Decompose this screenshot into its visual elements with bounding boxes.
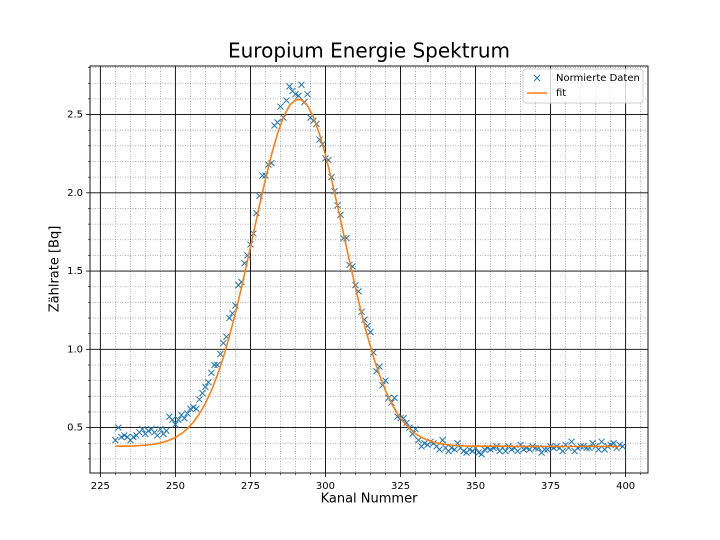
- data-marker: [196, 396, 203, 403]
- data-marker: [115, 424, 122, 431]
- data-marker: [259, 172, 266, 179]
- data-marker: [595, 446, 602, 453]
- y-tick-label: 1.5: [67, 266, 83, 277]
- data-marker: [286, 82, 293, 90]
- x-tick-label: 350: [466, 481, 485, 492]
- data-marker: [451, 446, 458, 453]
- y-tick-label: 2.0: [67, 188, 83, 199]
- data-marker: [199, 389, 206, 397]
- data-marker: [619, 443, 626, 450]
- data-marker: [208, 369, 215, 377]
- x-tick-label: 325: [391, 481, 410, 492]
- data-marker: [298, 81, 305, 89]
- data-marker: [202, 383, 209, 391]
- data-marker: [559, 447, 566, 455]
- y-tick-label: 1.0: [67, 344, 83, 355]
- data-marker: [415, 436, 422, 444]
- y-axis-label: Zählrate [Bq]: [48, 226, 63, 313]
- data-marker: [568, 438, 575, 446]
- data-marker: [367, 328, 374, 336]
- data-marker: [274, 119, 281, 126]
- data-marker: [283, 97, 290, 104]
- data-marker: [217, 350, 224, 358]
- data-marker: [541, 446, 548, 453]
- data-marker: [610, 439, 617, 447]
- data-marker: [295, 92, 302, 100]
- x-tick-label: 250: [166, 481, 185, 492]
- legend-label: Normierte Daten: [556, 73, 640, 84]
- data-marker: [514, 447, 521, 455]
- data-marker: [502, 447, 509, 455]
- data-marker: [139, 425, 146, 433]
- legend-label: fit: [556, 88, 566, 99]
- x-tick-label: 375: [541, 481, 560, 492]
- data-marker: [211, 361, 218, 369]
- fit-line: [115, 98, 620, 448]
- data-marker: [478, 450, 485, 458]
- data-marker: [391, 394, 398, 402]
- plot-frame: [89, 65, 649, 474]
- y-tick-label: 2.5: [67, 110, 83, 121]
- data-marker: [205, 378, 212, 386]
- chart-title: Europium Energie Spektrum: [228, 39, 510, 63]
- data-marker: [157, 425, 164, 433]
- data-marker: [184, 410, 191, 417]
- data-marker: [220, 339, 227, 347]
- data-marker: [112, 436, 119, 444]
- data-marker: [277, 103, 284, 111]
- data-marker: [439, 436, 446, 444]
- data-marker: [172, 421, 179, 428]
- legend-marker: [533, 74, 541, 82]
- data-marker: [436, 446, 443, 453]
- data-marker: [382, 377, 389, 384]
- x-axis-label: Kanal Nummer: [321, 492, 419, 507]
- x-tick-label: 275: [241, 481, 260, 492]
- x-tick-label: 400: [616, 481, 635, 492]
- x-tick-label: 300: [316, 481, 335, 492]
- y-tick-label: 0.5: [67, 423, 83, 434]
- data-marker: [598, 438, 605, 446]
- x-tick-label: 225: [91, 481, 110, 492]
- data-marker: [154, 432, 161, 439]
- data-marker: [304, 90, 311, 98]
- data-marker: [226, 314, 233, 322]
- data-marker: [163, 427, 170, 435]
- legend-box: [522, 68, 644, 104]
- data-marker: [175, 416, 182, 424]
- data-marker: [193, 405, 200, 413]
- data-marker: [169, 416, 176, 424]
- data-marker: [403, 419, 410, 427]
- data-marker: [181, 414, 188, 422]
